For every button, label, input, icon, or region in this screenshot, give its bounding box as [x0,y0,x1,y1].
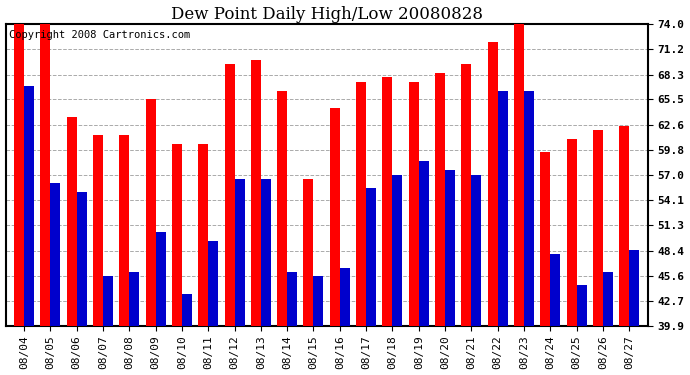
Bar [261,179,271,326]
Text: Copyright 2008 Cartronics.com: Copyright 2008 Cartronics.com [9,30,190,40]
Bar [146,99,155,326]
Bar [77,192,87,326]
Bar [524,90,534,326]
Bar [287,272,297,326]
Bar [330,108,339,326]
Bar [50,183,60,326]
Bar [577,285,586,326]
Bar [393,175,402,326]
Title: Dew Point Daily High/Low 20080828: Dew Point Daily High/Low 20080828 [170,6,482,22]
Bar [566,139,577,326]
Bar [198,144,208,326]
Bar [93,135,103,326]
Bar [103,276,113,326]
Bar [514,20,524,326]
Bar [366,188,376,326]
Bar [382,77,393,326]
Bar [224,64,235,326]
Bar [277,90,287,326]
Bar [304,179,313,326]
Bar [172,144,182,326]
Bar [24,86,34,326]
Bar [40,24,50,326]
Bar [445,170,455,326]
Bar [313,276,324,326]
Bar [462,64,471,326]
Bar [408,82,419,326]
Bar [67,117,77,326]
Bar [593,130,603,326]
Bar [251,60,261,326]
Bar [551,254,560,326]
Bar [471,175,482,326]
Bar [356,82,366,326]
Bar [629,250,640,326]
Bar [182,294,192,326]
Bar [419,161,428,326]
Bar [497,90,508,326]
Bar [119,135,129,326]
Bar [540,153,551,326]
Bar [339,267,350,326]
Bar [603,272,613,326]
Bar [488,42,497,326]
Bar [14,24,24,326]
Bar [155,232,166,326]
Bar [129,272,139,326]
Bar [208,241,218,326]
Bar [620,126,629,326]
Bar [235,179,244,326]
Bar [435,73,445,326]
